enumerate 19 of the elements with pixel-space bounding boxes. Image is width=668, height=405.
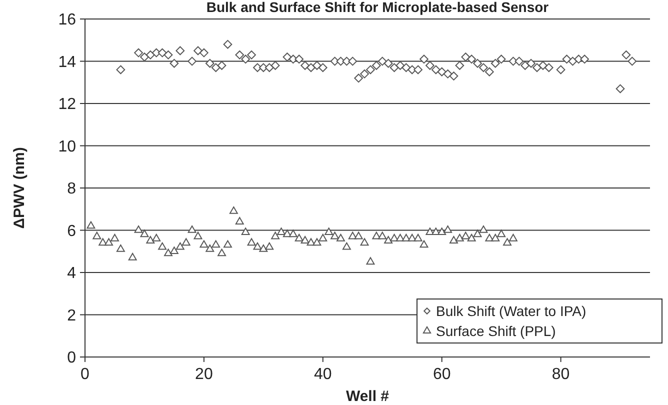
y-axis-title: ΔPWV (nm) (11, 147, 28, 229)
y-tick-label: 12 (58, 96, 76, 114)
x-tick-label: 80 (552, 366, 570, 383)
y-tick-label: 10 (58, 138, 76, 156)
y-tick-label: 6 (67, 222, 76, 240)
y-tick-label: 2 (67, 307, 76, 324)
y-tick-label: 8 (67, 180, 76, 198)
x-tick-label: 60 (432, 366, 451, 383)
y-tick-label: 0 (67, 350, 76, 367)
x-tick-label: 20 (195, 366, 213, 383)
legend-label: Surface Shift (PPL) (436, 322, 556, 339)
y-tick-label: 16 (58, 12, 76, 29)
x-tick-label: 0 (80, 366, 90, 383)
x-tick-label: 40 (314, 366, 332, 383)
y-tick-label: 4 (67, 265, 76, 282)
y-tick-label: 14 (58, 54, 76, 71)
legend-label: Bulk Shift (Water to IPA) (436, 302, 586, 319)
chart-title: Bulk and Surface Shift for Microplate-based Sensor (206, 0, 550, 15)
x-axis-title: Well # (346, 388, 390, 405)
